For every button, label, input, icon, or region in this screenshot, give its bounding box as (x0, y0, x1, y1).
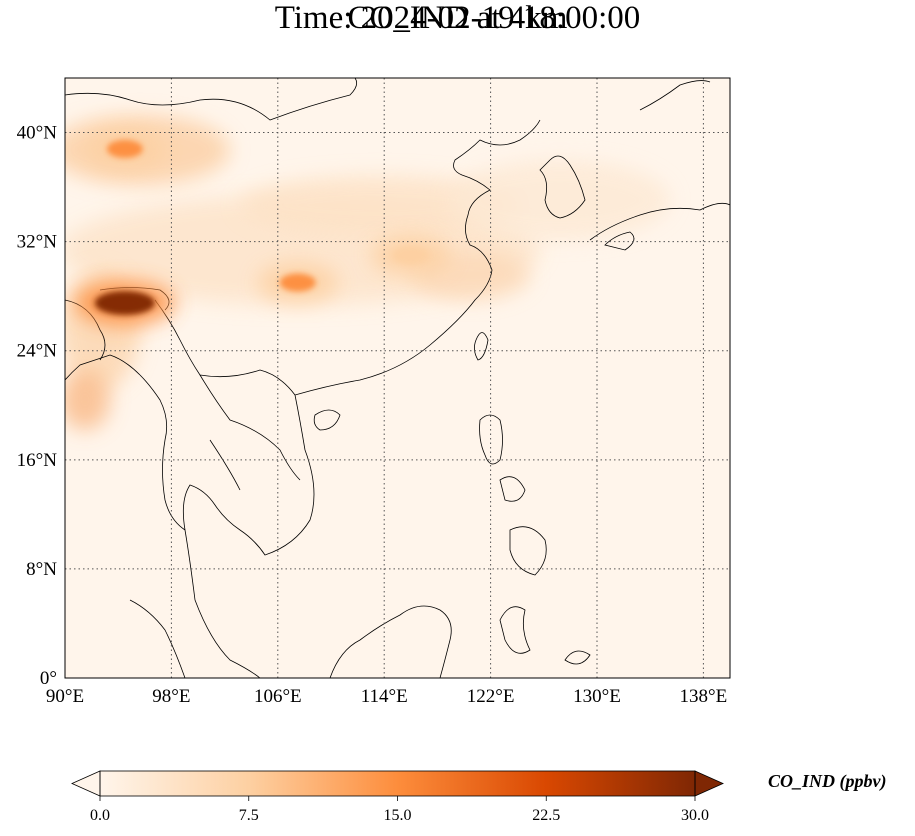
colorbar-extend-low (71, 770, 101, 797)
lat-tick-label: 40°N (17, 123, 58, 144)
colorbar-tick-label: 22.5 (532, 807, 560, 824)
lat-tick-label: 16°N (17, 450, 58, 471)
lon-tick-label: 130°E (573, 686, 621, 707)
colorbar-tick-label: 30.0 (681, 807, 709, 824)
lat-tick-label: 0° (40, 668, 57, 689)
coastlines (65, 78, 730, 678)
hotspot-core (94, 291, 155, 315)
lon-tick-label: 122°E (467, 686, 515, 707)
lat-tick-label: 8°N (26, 559, 57, 580)
colorbar-tick-label: 7.5 (239, 807, 259, 824)
colorbar-tick-label: 15.0 (384, 807, 412, 824)
hotspot-core (106, 139, 143, 158)
title-line-2: Time: 2024-02-19 18:00:00 (274, 0, 641, 36)
colorbar-label: CO_IND (ppbv) (768, 771, 887, 792)
lon-tick-label: 114°E (361, 686, 408, 707)
map-frame (64, 77, 731, 679)
axis-ticks: 90°E 98°E 106°E 114°E 122°E 130°E 138°E 0° 8°N 16… (17, 123, 728, 707)
colorbar-extend-high (694, 770, 724, 797)
lon-tick-label: 106°E (254, 686, 302, 707)
lat-tick-label: 32°N (17, 232, 58, 253)
lon-tick-label: 98°E (152, 686, 190, 707)
lon-tick-label: 90°E (46, 686, 84, 707)
hotspot-core (392, 246, 429, 265)
hotspot-core (279, 273, 316, 292)
title-line-1: CO_IND at 4km (347, 0, 568, 36)
gridlines (65, 78, 730, 678)
colorbar: 0.0 7.5 15.0 22.5 30.0 CO_IND (ppbv) (71, 770, 887, 824)
lon-tick-label: 138°E (680, 686, 728, 707)
lat-tick-label: 24°N (17, 341, 58, 362)
colorbar-tick-label: 0.0 (90, 807, 110, 824)
colorbar-gradient (100, 771, 695, 796)
